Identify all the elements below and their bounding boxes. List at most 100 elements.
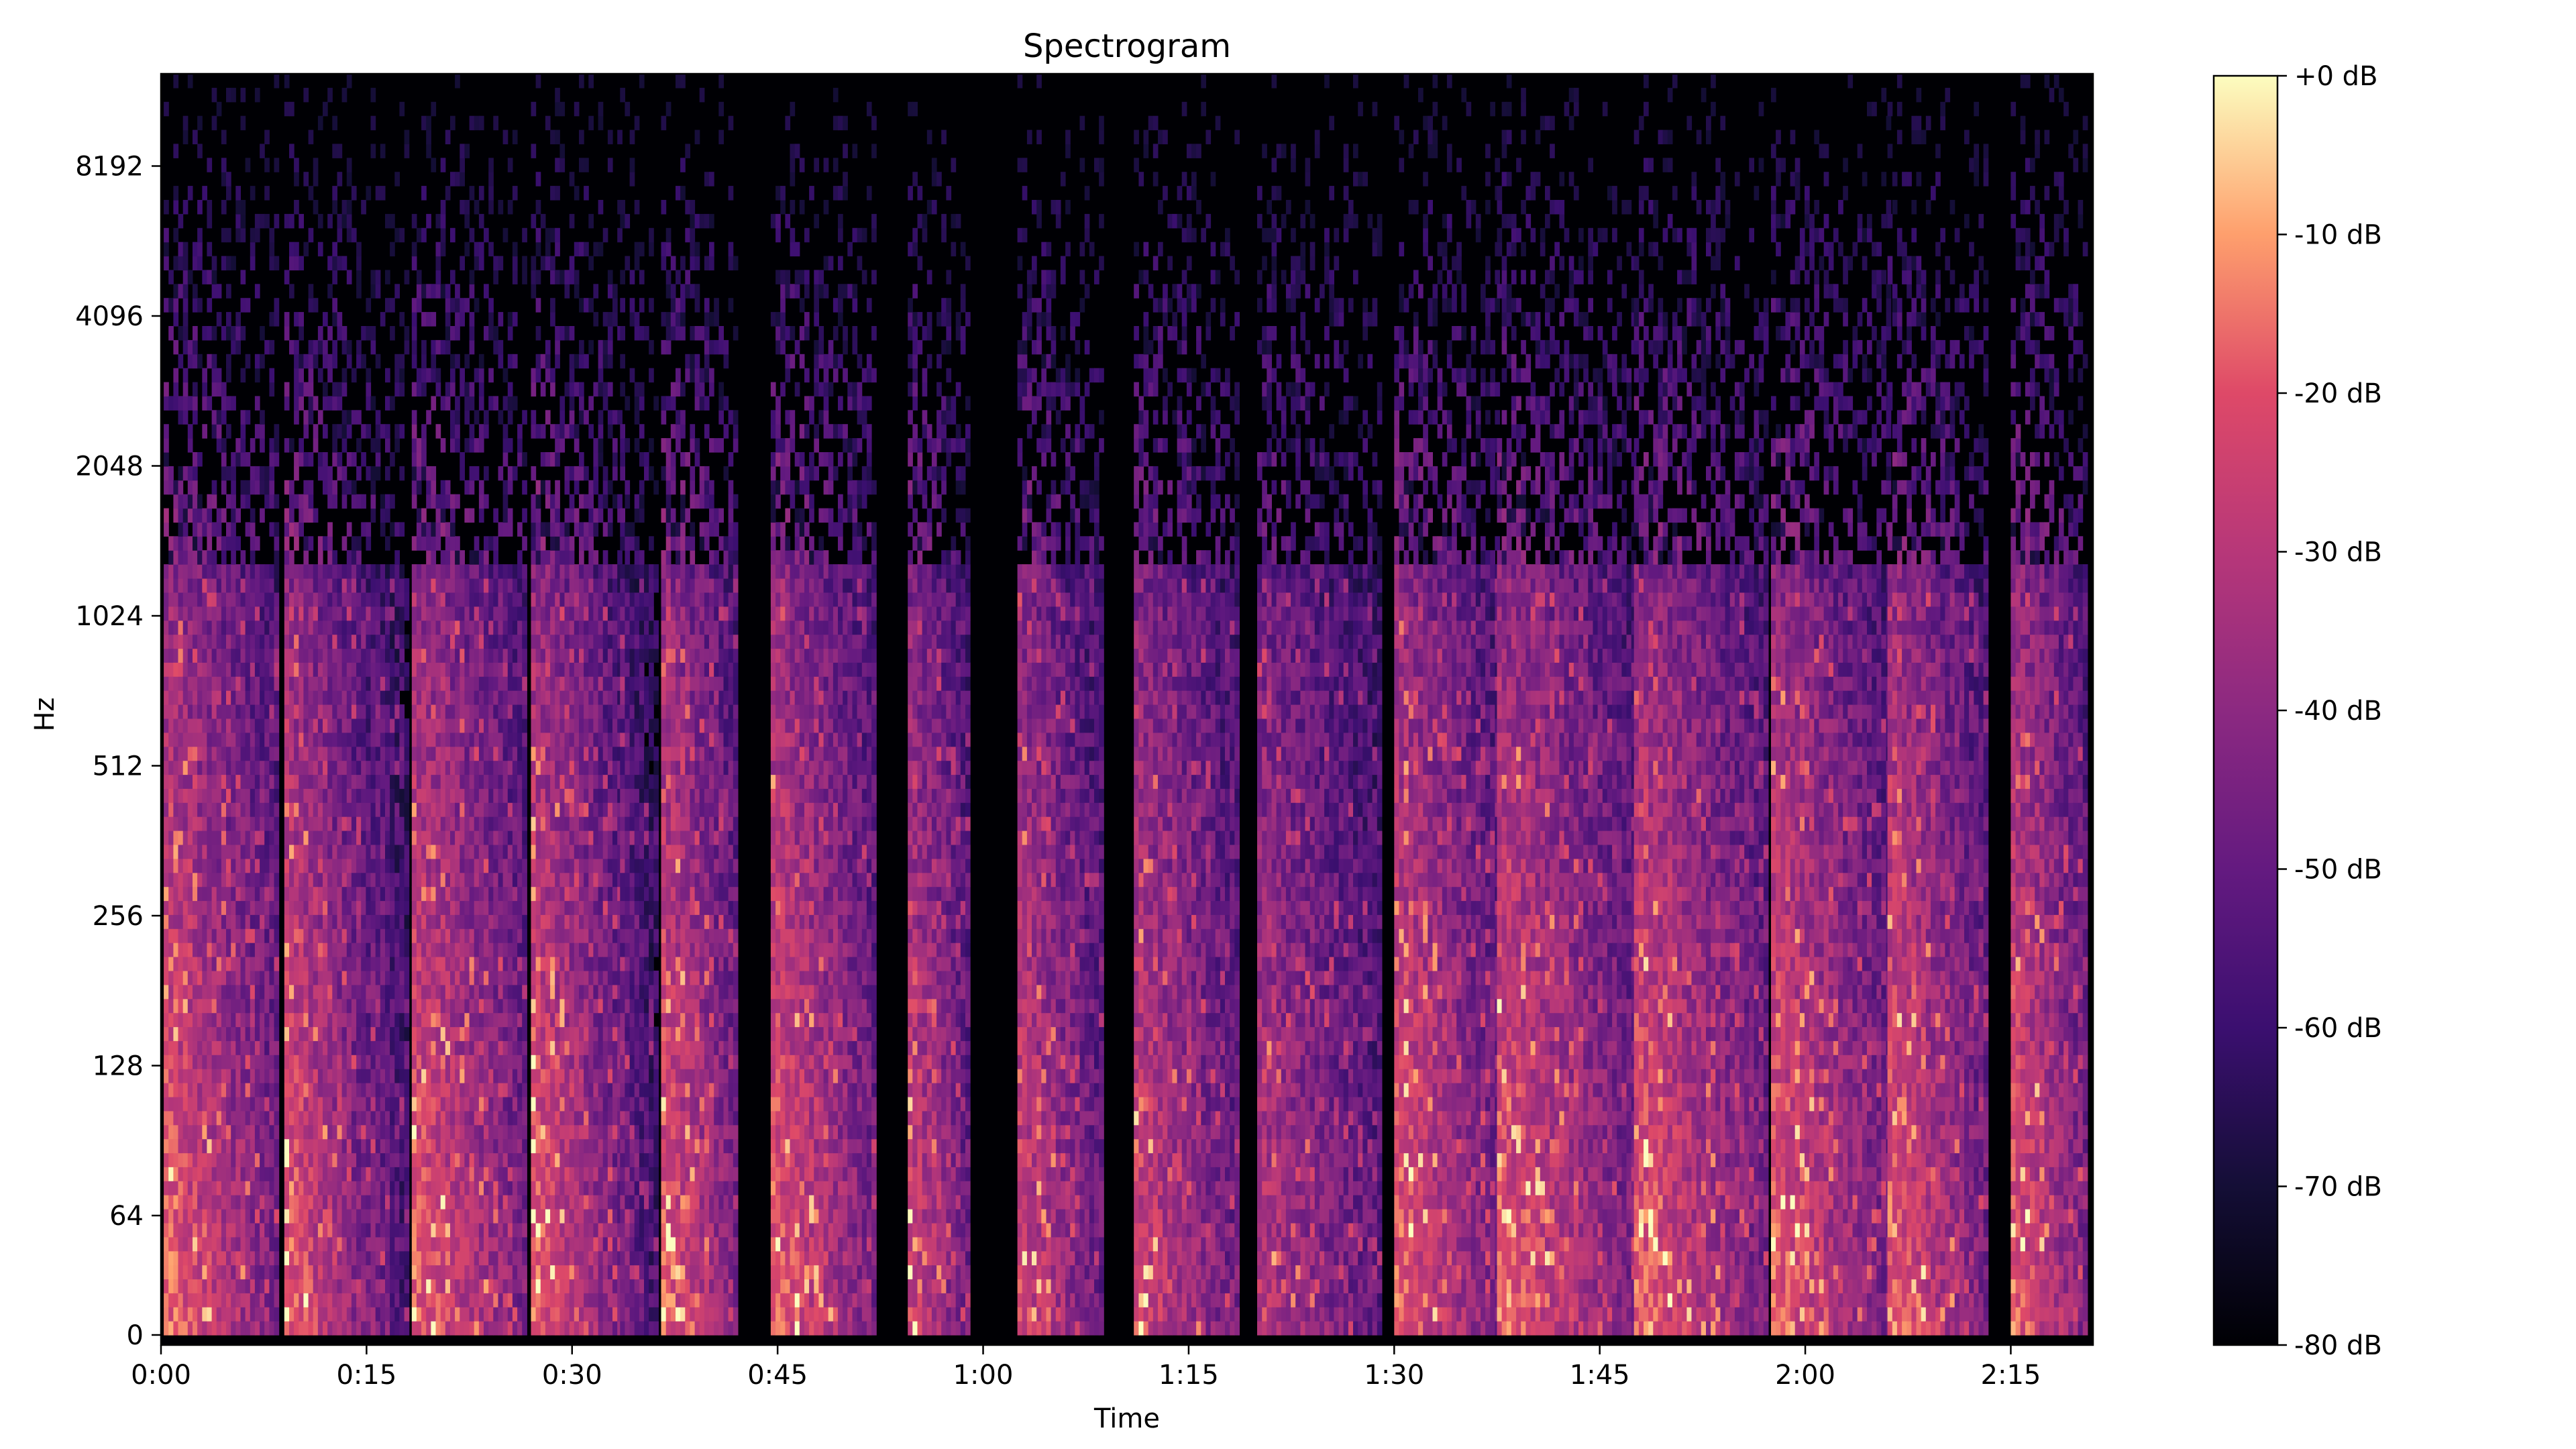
heatmap-cell xyxy=(289,830,294,845)
heatmap-cell xyxy=(168,648,174,663)
heatmap-cell xyxy=(221,1167,227,1181)
heatmap-cell xyxy=(493,985,498,1000)
heatmap-cell xyxy=(493,1083,498,1097)
heatmap-cell xyxy=(327,284,333,299)
heatmap-cell xyxy=(399,704,405,719)
heatmap-cell xyxy=(188,704,193,719)
heatmap-cell xyxy=(188,1152,193,1167)
heatmap-cell xyxy=(517,1139,523,1154)
heatmap-cell xyxy=(517,1125,523,1140)
heatmap-cell xyxy=(436,1181,441,1195)
heatmap-cell xyxy=(522,1181,527,1195)
heatmap-cell xyxy=(380,1209,386,1224)
heatmap-cell xyxy=(188,550,193,565)
heatmap-cell xyxy=(207,747,212,761)
heatmap-cell xyxy=(217,1265,222,1280)
heatmap-cell xyxy=(284,1097,290,1112)
heatmap-cell xyxy=(361,816,366,831)
heatmap-cell xyxy=(460,1055,465,1069)
heatmap-cell xyxy=(241,550,246,565)
heatmap-cell xyxy=(417,971,422,985)
heatmap-cell xyxy=(376,662,381,677)
heatmap-cell xyxy=(498,1237,504,1252)
heatmap-cell xyxy=(188,1265,193,1280)
heatmap-cell xyxy=(289,1055,294,1069)
heatmap-cell xyxy=(470,480,475,495)
heatmap-cell xyxy=(385,592,390,607)
heatmap-cell xyxy=(436,508,441,523)
heatmap-cell xyxy=(212,578,217,593)
heatmap-cell xyxy=(455,873,460,888)
heatmap-cell xyxy=(488,761,494,775)
heatmap-cell xyxy=(470,999,475,1014)
heatmap-cell xyxy=(356,999,362,1014)
heatmap-cell xyxy=(352,718,357,733)
heatmap-cell xyxy=(431,914,436,929)
heatmap-cell xyxy=(188,999,193,1014)
heatmap-cell xyxy=(207,1026,212,1041)
heatmap-cell xyxy=(421,621,427,635)
heatmap-cell xyxy=(376,1265,381,1280)
heatmap-cell xyxy=(385,761,390,775)
heatmap-cell xyxy=(164,522,169,537)
heatmap-cell xyxy=(260,438,265,453)
heatmap-cell xyxy=(241,1195,246,1210)
heatmap-cell xyxy=(352,1069,357,1083)
heatmap-cell xyxy=(431,971,436,985)
heatmap-cell xyxy=(474,200,480,215)
heatmap-cell xyxy=(470,1237,475,1252)
heatmap-cell xyxy=(342,957,347,971)
heatmap-cell xyxy=(164,1040,169,1055)
heatmap-cell xyxy=(313,914,319,929)
heatmap-cell xyxy=(405,1152,410,1167)
heatmap-cell xyxy=(356,943,362,957)
heatmap-cell xyxy=(221,1026,227,1041)
heatmap-cell xyxy=(366,690,371,705)
heatmap-cell xyxy=(269,1307,274,1322)
heatmap-cell xyxy=(303,1279,309,1293)
heatmap-cell xyxy=(231,999,236,1014)
heatmap-cell xyxy=(431,859,436,873)
heatmap-cell xyxy=(284,1139,290,1154)
heatmap-cell xyxy=(289,914,294,929)
heatmap-cell xyxy=(342,1026,347,1041)
heatmap-cell xyxy=(294,564,299,579)
heatmap-cell xyxy=(376,774,381,789)
heatmap-cell xyxy=(274,1237,280,1252)
heatmap-cell xyxy=(421,536,427,551)
heatmap-cell xyxy=(318,621,323,635)
heatmap-cell xyxy=(303,1026,309,1041)
heatmap-cell xyxy=(460,1265,465,1280)
heatmap-cell xyxy=(431,830,436,845)
heatmap-cell xyxy=(399,635,405,649)
heatmap-cell xyxy=(470,635,475,649)
heatmap-cell xyxy=(235,1097,241,1112)
heatmap-cell xyxy=(226,845,231,859)
heatmap-cell xyxy=(464,788,470,803)
heatmap-cell xyxy=(371,914,376,929)
heatmap-cell xyxy=(441,788,446,803)
heatmap-cell xyxy=(385,508,390,523)
heatmap-cell xyxy=(323,312,328,327)
heatmap-cell xyxy=(366,326,371,341)
heatmap-cell xyxy=(323,1069,328,1083)
heatmap-cell xyxy=(426,943,431,957)
heatmap-cell xyxy=(399,228,405,243)
heatmap-cell xyxy=(274,1083,280,1097)
heatmap-cell xyxy=(309,1223,314,1238)
heatmap-cell xyxy=(289,873,294,888)
heatmap-cell xyxy=(431,928,436,943)
heatmap-cell xyxy=(193,1026,198,1041)
heatmap-cell xyxy=(294,635,299,649)
heatmap-cell xyxy=(212,676,217,690)
heatmap-cell xyxy=(337,1265,343,1280)
heatmap-cell xyxy=(426,1293,431,1307)
heatmap-cell xyxy=(426,774,431,789)
heatmap-cell xyxy=(246,564,251,579)
heatmap-cell xyxy=(164,1111,169,1126)
heatmap-cell xyxy=(337,144,343,158)
heatmap-cell xyxy=(517,999,523,1014)
heatmap-cell xyxy=(274,74,280,89)
heatmap-cell xyxy=(318,1307,323,1322)
heatmap-cell xyxy=(522,999,527,1014)
